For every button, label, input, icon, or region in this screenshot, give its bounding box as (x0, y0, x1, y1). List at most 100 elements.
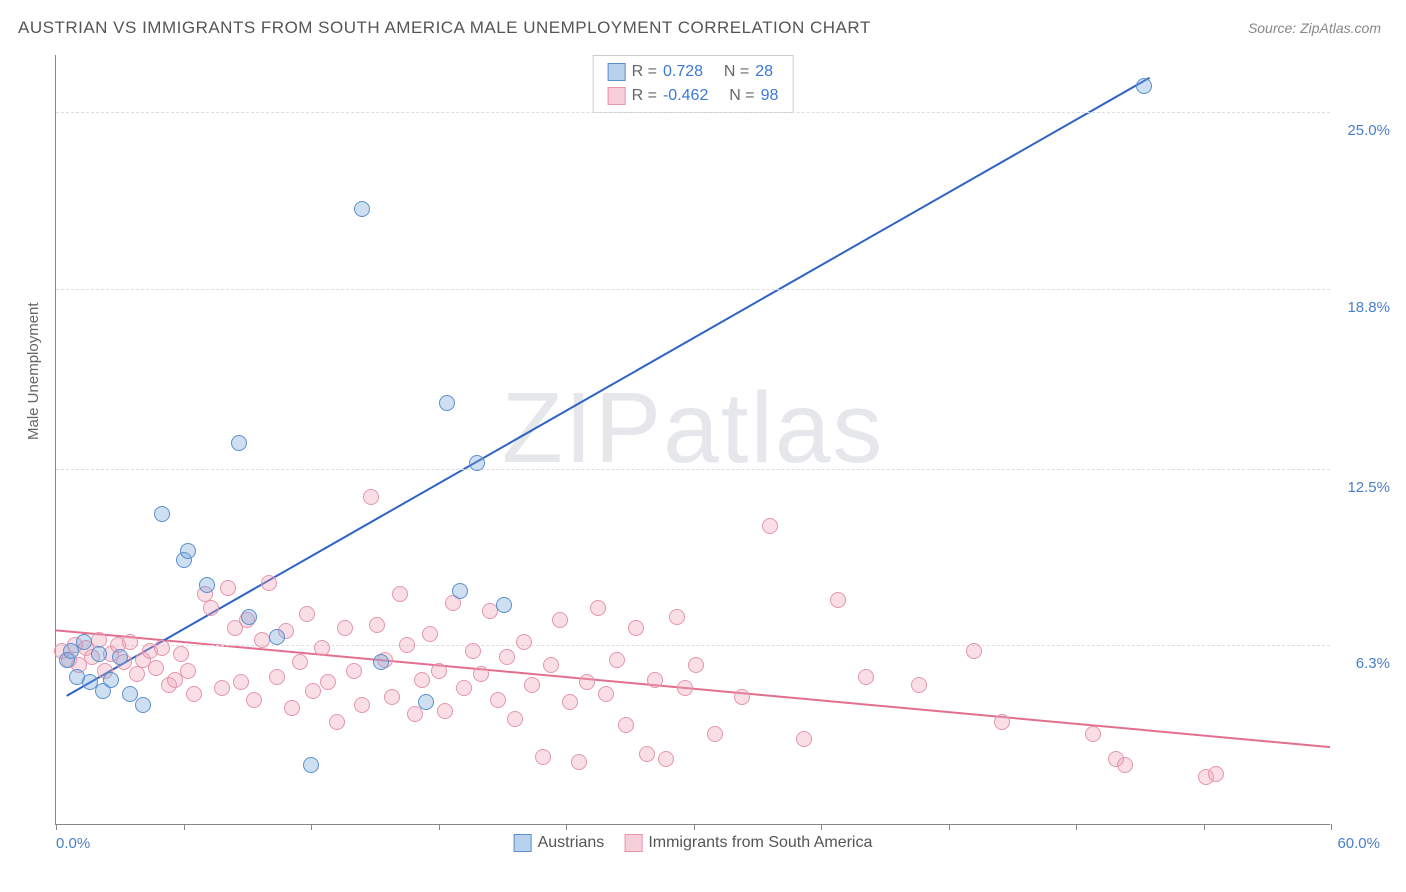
x-axis-min-label: 0.0% (56, 835, 90, 852)
swatch-icon (514, 834, 532, 852)
scatter-point (418, 694, 434, 710)
scatter-point (186, 686, 202, 702)
y-tick-label: 18.8% (1347, 299, 1390, 316)
scatter-point (220, 580, 236, 596)
scatter-point (639, 746, 655, 762)
scatter-point (91, 646, 107, 662)
x-tick (694, 824, 695, 830)
scatter-point (154, 506, 170, 522)
scatter-point (496, 597, 512, 613)
scatter-point (465, 643, 481, 659)
scatter-point (628, 620, 644, 636)
y-tick-label: 12.5% (1347, 479, 1390, 496)
scatter-point (76, 634, 92, 650)
scatter-point (1208, 766, 1224, 782)
trend-line (67, 78, 1150, 696)
scatter-point (329, 714, 345, 730)
x-tick (311, 824, 312, 830)
scatter-point (734, 689, 750, 705)
scatter-point (507, 711, 523, 727)
scatter-point (437, 703, 453, 719)
scatter-point (618, 717, 634, 733)
scatter-point (431, 663, 447, 679)
swatch-icon (608, 87, 626, 105)
legend-item-immigrants: Immigrants from South America (624, 834, 872, 852)
plot-area: ZIPatlas R = 0.728 N = 28 R = -0.462 N =… (55, 55, 1330, 825)
scatter-point (482, 603, 498, 619)
scatter-point (320, 674, 336, 690)
scatter-point (337, 620, 353, 636)
scatter-point (830, 592, 846, 608)
x-tick (184, 824, 185, 830)
swatch-icon (624, 834, 642, 852)
scatter-point (677, 680, 693, 696)
scatter-point (246, 692, 262, 708)
y-tick-label: 25.0% (1347, 122, 1390, 139)
scatter-point (1136, 78, 1152, 94)
scatter-point (473, 666, 489, 682)
scatter-point (1117, 757, 1133, 773)
scatter-point (414, 672, 430, 688)
scatter-point (233, 674, 249, 690)
scatter-point (762, 518, 778, 534)
gridline (56, 645, 1330, 646)
scatter-point (796, 731, 812, 747)
x-tick (821, 824, 822, 830)
scatter-point (994, 714, 1010, 730)
scatter-point (303, 757, 319, 773)
scatter-point (911, 677, 927, 693)
x-tick (1204, 824, 1205, 830)
scatter-point (299, 606, 315, 622)
gridline (56, 469, 1330, 470)
scatter-point (214, 680, 230, 696)
scatter-point (647, 672, 663, 688)
scatter-point (199, 577, 215, 593)
gridline (56, 289, 1330, 290)
scatter-point (590, 600, 606, 616)
scatter-point (180, 543, 196, 559)
x-tick (949, 824, 950, 830)
gridline (56, 112, 1330, 113)
scatter-point (203, 600, 219, 616)
scatter-point (369, 617, 385, 633)
scatter-point (254, 632, 270, 648)
scatter-point (499, 649, 515, 665)
scatter-point (384, 689, 400, 705)
x-tick (56, 824, 57, 830)
scatter-point (658, 751, 674, 767)
scatter-point (122, 634, 138, 650)
x-tick (439, 824, 440, 830)
scatter-point (966, 643, 982, 659)
x-axis-max-label: 60.0% (1337, 835, 1380, 852)
scatter-point (609, 652, 625, 668)
scatter-point (469, 455, 485, 471)
x-tick (1076, 824, 1077, 830)
chart-title: AUSTRIAN VS IMMIGRANTS FROM SOUTH AMERIC… (18, 18, 871, 38)
scatter-point (112, 649, 128, 665)
scatter-point (269, 629, 285, 645)
scatter-point (292, 654, 308, 670)
swatch-icon (608, 63, 626, 81)
x-tick (566, 824, 567, 830)
scatter-point (261, 575, 277, 591)
scatter-point (516, 634, 532, 650)
scatter-point (284, 700, 300, 716)
scatter-point (314, 640, 330, 656)
scatter-point (346, 663, 362, 679)
scatter-point (154, 640, 170, 656)
scatter-point (535, 749, 551, 765)
scatter-point (456, 680, 472, 696)
scatter-point (354, 201, 370, 217)
scatter-point (373, 654, 389, 670)
scatter-point (524, 677, 540, 693)
scatter-point (858, 669, 874, 685)
scatter-point (571, 754, 587, 770)
scatter-point (490, 692, 506, 708)
scatter-point (543, 657, 559, 673)
chart-svg (56, 55, 1330, 824)
scatter-point (135, 697, 151, 713)
source-credit: Source: ZipAtlas.com (1248, 20, 1381, 36)
scatter-point (148, 660, 164, 676)
legend-row-immigrants: R = -0.462 N = 98 (608, 84, 779, 108)
scatter-point (399, 637, 415, 653)
